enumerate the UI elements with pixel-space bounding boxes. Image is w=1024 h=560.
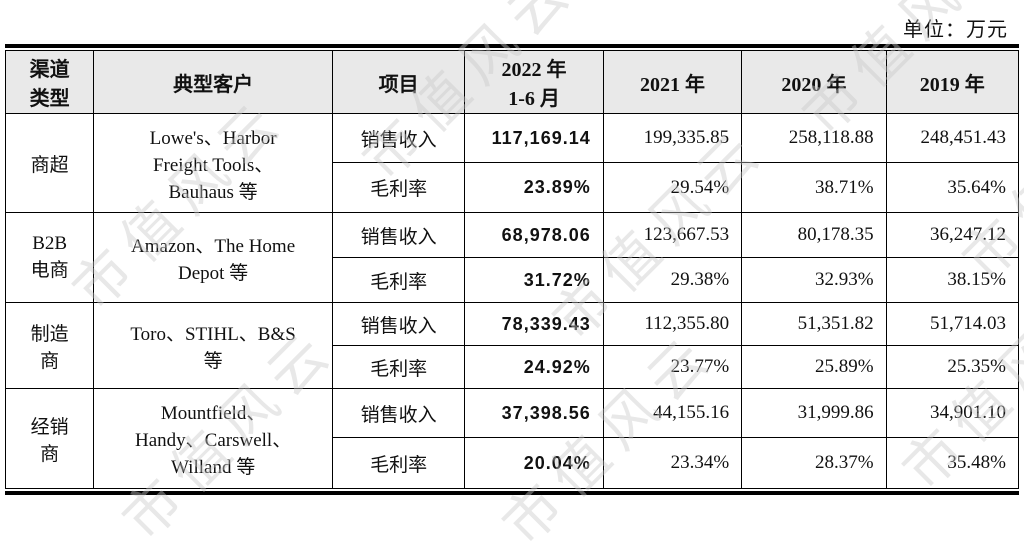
table-row: 毛利率 24.92% 23.77% 25.89% 25.35%: [6, 345, 1020, 389]
unit-label: 单位：万元: [903, 19, 1008, 41]
item-label: 毛利率: [331, 257, 466, 303]
item-label: 销售收入: [331, 212, 466, 258]
header-item: 项目: [331, 50, 466, 114]
revenue-2019: 248,451.43: [885, 113, 1020, 163]
revenue-2022h1: 78,339.43: [464, 302, 604, 346]
item-label: 销售收入: [331, 388, 466, 438]
margin-2019: 25.35%: [885, 345, 1020, 389]
revenue-2020: 51,351.82: [741, 302, 887, 346]
margin-2022h1: 23.89%: [464, 162, 604, 213]
customers-cell: Mountfield、 Handy、Carswell、 Willand 等: [93, 388, 333, 489]
margin-2022h1: 24.92%: [464, 345, 604, 389]
revenue-2020: 80,178.35: [741, 212, 887, 258]
revenue-2022h1: 68,978.06: [464, 212, 604, 258]
channel-name: 制造 商: [4, 302, 95, 389]
revenue-2020: 31,999.86: [741, 388, 887, 438]
margin-2021: 29.38%: [602, 257, 743, 303]
margin-2022h1: 20.04%: [464, 437, 604, 489]
customers-cell: Toro、STIHL、B&S 等: [93, 302, 333, 389]
header-2021: 2021 年: [602, 50, 743, 114]
customers-cell: Amazon、The Home Depot 等: [93, 212, 333, 303]
revenue-2021: 199,335.85: [602, 113, 743, 163]
table-row: 商超 Lowe's、Harbor Freight Tools、 Bauhaus …: [4, 113, 1020, 213]
table-row: 经销 商 Mountfield、 Handy、Carswell、 Willand…: [4, 388, 1020, 489]
margin-2020: 25.89%: [741, 345, 887, 389]
margin-2019: 35.64%: [885, 162, 1020, 213]
item-label: 销售收入: [331, 113, 466, 163]
table-row: 制造 商 Toro、STIHL、B&S 等 销售收入 78,339.43 112…: [4, 302, 1020, 389]
margin-2022h1: 31.72%: [464, 257, 604, 303]
revenue-2019: 34,901.10: [885, 388, 1020, 438]
header-channel-type: 渠道 类型: [4, 50, 95, 114]
margin-2020: 38.71%: [741, 162, 887, 213]
revenue-2021: 112,355.80: [602, 302, 743, 346]
margin-2021: 23.77%: [602, 345, 743, 389]
channel-sales-table-wrap: 渠道 类型 典型客户 项目 2022 年 1-6 月 2021 年 2020 年…: [4, 44, 1020, 495]
customers-cell: Lowe's、Harbor Freight Tools、 Bauhaus 等: [93, 113, 333, 213]
table-row: 毛利率 31.72% 29.38% 32.93% 38.15%: [6, 257, 1020, 303]
revenue-2020: 258,118.88: [741, 113, 887, 163]
table-row: 毛利率 23.89% 29.54% 38.71% 35.64%: [6, 162, 1020, 213]
channel-sales-table: 渠道 类型 典型客户 项目 2022 年 1-6 月 2021 年 2020 年…: [4, 50, 1020, 489]
table-row: B2B 电商 Amazon、The Home Depot 等 销售收入 68,9…: [4, 212, 1020, 303]
revenue-2022h1: 117,169.14: [464, 113, 604, 163]
channel-name: 经销 商: [4, 388, 95, 489]
item-label: 毛利率: [331, 437, 466, 489]
item-label: 毛利率: [331, 162, 466, 213]
channel-name: 商超: [4, 113, 95, 213]
header-typical-customers: 典型客户: [93, 50, 333, 114]
item-label: 销售收入: [331, 302, 466, 346]
header-2019: 2019 年: [885, 50, 1020, 114]
margin-2020: 32.93%: [741, 257, 887, 303]
revenue-2019: 36,247.12: [885, 212, 1020, 258]
margin-2021: 29.54%: [602, 162, 743, 213]
revenue-2021: 123,667.53: [602, 212, 743, 258]
header-2022h1: 2022 年 1-6 月: [464, 50, 604, 114]
header-2020: 2020 年: [741, 50, 887, 114]
margin-2019: 35.48%: [885, 437, 1020, 489]
header-row: 渠道 类型 典型客户 项目 2022 年 1-6 月 2021 年 2020 年…: [4, 50, 1020, 114]
margin-2021: 23.34%: [602, 437, 743, 489]
margin-2020: 28.37%: [741, 437, 887, 489]
revenue-2022h1: 37,398.56: [464, 388, 604, 438]
channel-name: B2B 电商: [4, 212, 95, 303]
revenue-2019: 51,714.03: [885, 302, 1020, 346]
revenue-2021: 44,155.16: [602, 388, 743, 438]
margin-2019: 38.15%: [885, 257, 1020, 303]
item-label: 毛利率: [331, 345, 466, 389]
